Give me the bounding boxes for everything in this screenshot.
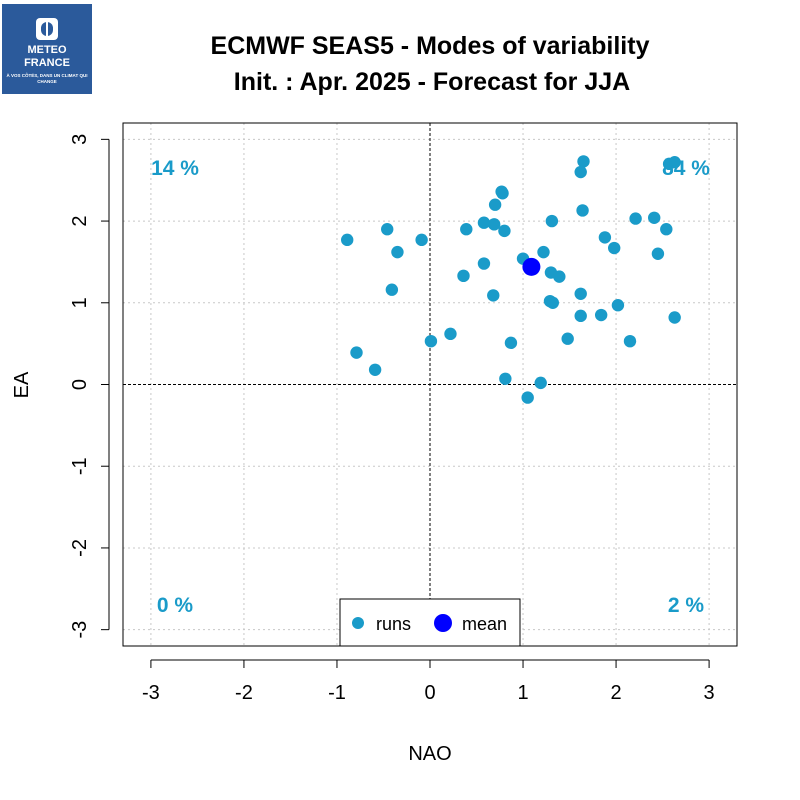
- legend-runs-marker: [352, 617, 364, 629]
- run-point: [574, 309, 587, 323]
- run-point: [341, 233, 354, 247]
- zero-lines: [123, 123, 737, 646]
- run-point: [574, 287, 587, 300]
- run-point: [574, 165, 587, 179]
- run-point: [651, 247, 665, 260]
- data-points: [341, 155, 681, 404]
- chart-title: ECMWF SEAS5 - Modes of variability: [211, 32, 650, 60]
- run-point: [623, 334, 637, 348]
- run-point: [391, 245, 404, 259]
- logo-line2: FRANCE: [24, 57, 70, 69]
- legend-box: [339, 598, 521, 647]
- run-point: [385, 283, 399, 296]
- x-tick-label: 1: [517, 682, 528, 704]
- legend-mean-marker: [434, 614, 452, 632]
- run-point: [499, 372, 512, 385]
- run-point: [668, 311, 681, 324]
- x-tick-label: -1: [328, 682, 346, 704]
- x-tick-label: 0: [424, 682, 435, 704]
- y-tick-label: 2: [69, 216, 91, 227]
- run-point: [424, 334, 438, 348]
- run-point: [537, 245, 550, 259]
- run-point: [598, 231, 612, 244]
- run-point: [460, 223, 473, 236]
- x-axis: -3 -2 -1 0 1 2 3: [142, 659, 715, 704]
- run-point: [488, 198, 502, 211]
- run-point: [415, 233, 428, 247]
- x-tick-label: 2: [610, 682, 621, 704]
- run-point: [521, 391, 534, 404]
- run-point: [577, 155, 590, 168]
- y-tick-label: -2: [69, 539, 91, 557]
- run-point: [487, 218, 501, 231]
- quadrant-top-left-label: 14 %: [151, 157, 199, 180]
- quadrant-labels: 14 % 0 % 2 %: [151, 157, 704, 617]
- run-point: [534, 376, 547, 390]
- run-point: [660, 223, 673, 236]
- run-point: [576, 204, 589, 217]
- quadrant-top-right-label: 84 %: [662, 157, 710, 180]
- run-point: [545, 214, 559, 228]
- run-point: [648, 211, 661, 224]
- run-point: [608, 241, 621, 255]
- chart-subtitle: Init. : Apr. 2025 - Forecast for JJA: [234, 68, 630, 96]
- run-point: [561, 332, 574, 345]
- run-point: [629, 212, 642, 225]
- y-axis-label: EA: [11, 371, 33, 398]
- y-tick-label: 0: [69, 379, 91, 390]
- legend-runs-label: runs: [376, 614, 411, 634]
- run-point: [477, 216, 491, 229]
- run-point: [444, 327, 457, 341]
- quadrant-bottom-right-label: 2 %: [668, 594, 705, 617]
- x-axis-label: NAO: [408, 743, 451, 765]
- run-point: [477, 257, 491, 270]
- meteo-france-logo-icon: [36, 18, 58, 40]
- run-point: [381, 223, 394, 236]
- run-point: [668, 156, 681, 169]
- y-tick-label: -3: [69, 621, 91, 639]
- x-tick-label: -3: [142, 682, 160, 704]
- legend-mean-label: mean: [462, 614, 507, 634]
- run-point: [594, 308, 608, 322]
- run-point: [457, 269, 470, 283]
- logo-tagline: À VOS CÔTÉS, DANS UN CLIMAT QUI CHANGE: [6, 73, 88, 84]
- run-point: [495, 185, 508, 198]
- x-tick-label: -2: [235, 682, 253, 704]
- run-point: [611, 299, 625, 312]
- logo-line1: METEO: [27, 44, 67, 56]
- run-point: [487, 289, 500, 302]
- run-point: [553, 270, 566, 283]
- meteo-france-logo: METEO FRANCE À VOS CÔTÉS, DANS UN CLIMAT…: [2, 4, 92, 94]
- run-point: [546, 296, 559, 309]
- y-tick-label: 1: [69, 297, 91, 308]
- mean-point: [522, 257, 541, 276]
- run-point: [498, 224, 511, 238]
- legend: runs mean: [339, 598, 521, 647]
- y-tick-label: -1: [69, 457, 91, 475]
- y-tick-label: 3: [69, 134, 91, 145]
- run-point: [368, 363, 382, 376]
- run-point: [350, 346, 363, 359]
- quadrant-bottom-left-label: 0 %: [157, 594, 194, 617]
- x-tick-label: 3: [704, 682, 715, 704]
- run-point: [504, 336, 518, 350]
- y-axis: -3 -2 -1 0 1 2 3: [69, 134, 110, 639]
